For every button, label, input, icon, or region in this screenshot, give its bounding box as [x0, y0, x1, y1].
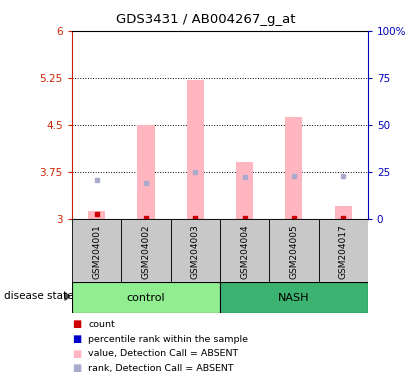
- Bar: [335, 206, 352, 219]
- Text: GSM204001: GSM204001: [92, 224, 101, 279]
- Bar: [72, 219, 121, 282]
- Bar: [319, 219, 368, 282]
- Text: GSM204002: GSM204002: [141, 224, 150, 278]
- Text: disease state: disease state: [4, 291, 74, 301]
- Text: percentile rank within the sample: percentile rank within the sample: [88, 334, 248, 344]
- Bar: [137, 125, 155, 219]
- Polygon shape: [65, 293, 70, 300]
- Bar: [220, 282, 368, 313]
- Text: ■: ■: [72, 319, 81, 329]
- Text: GSM204017: GSM204017: [339, 224, 348, 279]
- Text: count: count: [88, 320, 115, 329]
- Bar: [72, 282, 220, 313]
- Bar: [236, 162, 253, 219]
- Text: rank, Detection Call = ABSENT: rank, Detection Call = ABSENT: [88, 364, 234, 373]
- Text: ■: ■: [72, 363, 81, 373]
- Text: control: control: [127, 293, 165, 303]
- Bar: [121, 219, 171, 282]
- Text: GDS3431 / AB004267_g_at: GDS3431 / AB004267_g_at: [116, 13, 295, 26]
- Text: ■: ■: [72, 349, 81, 359]
- Text: ■: ■: [72, 334, 81, 344]
- Bar: [285, 117, 302, 219]
- Text: GSM204005: GSM204005: [289, 224, 298, 279]
- Bar: [88, 211, 105, 219]
- Text: GSM204004: GSM204004: [240, 224, 249, 278]
- Bar: [171, 219, 220, 282]
- Text: value, Detection Call = ABSENT: value, Detection Call = ABSENT: [88, 349, 239, 358]
- Text: NASH: NASH: [278, 293, 309, 303]
- Text: GSM204003: GSM204003: [191, 224, 200, 279]
- Bar: [269, 219, 319, 282]
- Bar: [187, 79, 204, 219]
- Bar: [220, 219, 269, 282]
